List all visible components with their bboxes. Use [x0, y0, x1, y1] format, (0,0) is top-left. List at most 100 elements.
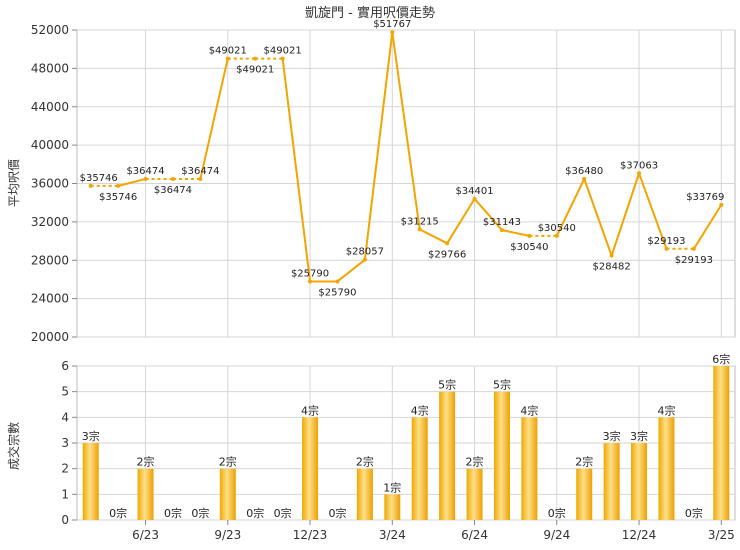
price-point-label: $35746 — [80, 173, 118, 184]
price-point — [390, 30, 395, 35]
price-line-segment — [610, 172, 640, 256]
price-line-segment — [446, 198, 476, 244]
price-point-label: $33769 — [686, 192, 724, 203]
volume-tick-label: 4 — [61, 410, 69, 424]
volume-bar-label: 4宗 — [657, 403, 675, 417]
price-line-segment — [391, 32, 421, 230]
volume-bar — [466, 468, 483, 520]
x-tick-label: 6/23 — [132, 528, 159, 542]
price-point-label: $35746 — [99, 192, 137, 203]
volume-bar — [658, 417, 675, 520]
price-point-label: $37063 — [620, 160, 658, 171]
price-point — [499, 228, 504, 233]
price-point-label: $28057 — [346, 247, 384, 258]
volume-tick-label: 1 — [61, 487, 69, 501]
price-line-segment — [419, 228, 448, 245]
price-point-label: $36480 — [565, 166, 603, 177]
volume-tick-label: 6 — [61, 359, 69, 373]
volume-bar-label: 0宗 — [548, 506, 566, 520]
price-point — [143, 176, 148, 181]
x-tick-label: 12/24 — [622, 528, 657, 542]
volume-bar — [411, 417, 428, 520]
price-point-label: $36474 — [181, 166, 219, 177]
volume-bar — [493, 391, 510, 520]
price-line-segment — [501, 229, 530, 237]
price-point-label: $34401 — [455, 186, 493, 197]
price-point — [472, 196, 477, 201]
price-point — [637, 171, 642, 176]
price-point — [445, 241, 450, 246]
volume-bar — [713, 366, 730, 520]
volume-bar — [521, 417, 538, 520]
volume-bar-label: 1宗 — [383, 480, 401, 494]
price-point-label: $49021 — [264, 46, 302, 57]
price-point — [582, 176, 587, 181]
price-point-label: $28482 — [593, 262, 631, 273]
price-line-segment — [638, 172, 668, 250]
price-point — [225, 56, 230, 61]
volume-panel: 0 1 2 3 4 5 6 6/23 9/23 12/23 3/24 6/24 9/24 12/24 3/2… — [61, 352, 736, 542]
volume-bar-label: 4宗 — [301, 403, 319, 417]
volume-bar — [82, 443, 99, 520]
price-point-label: $36474 — [154, 185, 192, 196]
x-tick-label: 9/23 — [214, 528, 241, 542]
volume-tick-label: 3 — [61, 436, 69, 450]
price-tick-label: 28000 — [31, 253, 69, 267]
price-line-segment — [281, 58, 312, 282]
price-line-segment — [583, 178, 613, 256]
x-tick-label: 6/24 — [461, 528, 488, 542]
x-tick-label: 3/25 — [708, 528, 735, 542]
price-point — [335, 279, 340, 284]
price-tick-label: 48000 — [31, 61, 69, 75]
volume-bar-label: 0宗 — [685, 506, 703, 520]
price-line-segment — [555, 178, 586, 237]
volume-bar — [576, 468, 593, 520]
volume-tick-label: 0 — [61, 513, 69, 527]
volume-bar — [603, 443, 620, 520]
price-point — [170, 176, 175, 181]
volume-bar-label: 5宗 — [493, 378, 511, 392]
price-tick-label: 44000 — [31, 100, 69, 114]
price-panel: 52000 48000 44000 40000 36000 32000 28000 24000… — [31, 19, 736, 344]
price-point — [253, 56, 258, 61]
price-line-segment — [473, 198, 503, 231]
price-tick-label: 20000 — [31, 330, 69, 344]
volume-bar-label: 2宗 — [575, 455, 593, 469]
volume-bar-label: 2宗 — [356, 455, 374, 469]
price-line-segment — [336, 258, 366, 283]
price-axis-label: 平均呎價 — [7, 159, 21, 207]
volume-bar — [219, 468, 236, 520]
volume-bar-label: 3宗 — [82, 429, 100, 443]
price-point — [362, 257, 367, 262]
price-tick-label: 24000 — [31, 292, 69, 306]
volume-bar-label: 0宗 — [191, 506, 209, 520]
price-point-label: $29766 — [428, 249, 466, 260]
volume-bar-label: 0宗 — [274, 506, 292, 520]
price-line-segment — [117, 177, 146, 187]
volume-bar-label: 3宗 — [630, 429, 648, 443]
price-line-segment — [363, 32, 394, 260]
volume-bar-label: 0宗 — [109, 506, 127, 520]
price-point — [609, 253, 614, 258]
price-point — [664, 246, 669, 251]
volume-bar-label: 0宗 — [246, 506, 264, 520]
volume-bar — [302, 417, 319, 520]
x-tick-label: 12/23 — [293, 528, 328, 542]
price-point — [527, 233, 532, 238]
volume-bar-label: 2宗 — [219, 455, 237, 469]
volume-bar-label: 0宗 — [328, 506, 346, 520]
price-point-label: $29193 — [647, 236, 685, 247]
x-tick-label: 3/24 — [379, 528, 406, 542]
volume-bar — [384, 494, 401, 520]
price-point — [417, 227, 422, 232]
volume-bar — [356, 468, 373, 520]
volume-tick-label: 5 — [61, 385, 69, 399]
price-line-segment — [693, 204, 723, 250]
volume-bar-label: 0宗 — [164, 506, 182, 520]
volume-bar-label: 4宗 — [520, 403, 538, 417]
price-point — [88, 183, 93, 188]
price-point-label: $30540 — [510, 242, 548, 253]
volume-bar-label: 2宗 — [137, 455, 155, 469]
